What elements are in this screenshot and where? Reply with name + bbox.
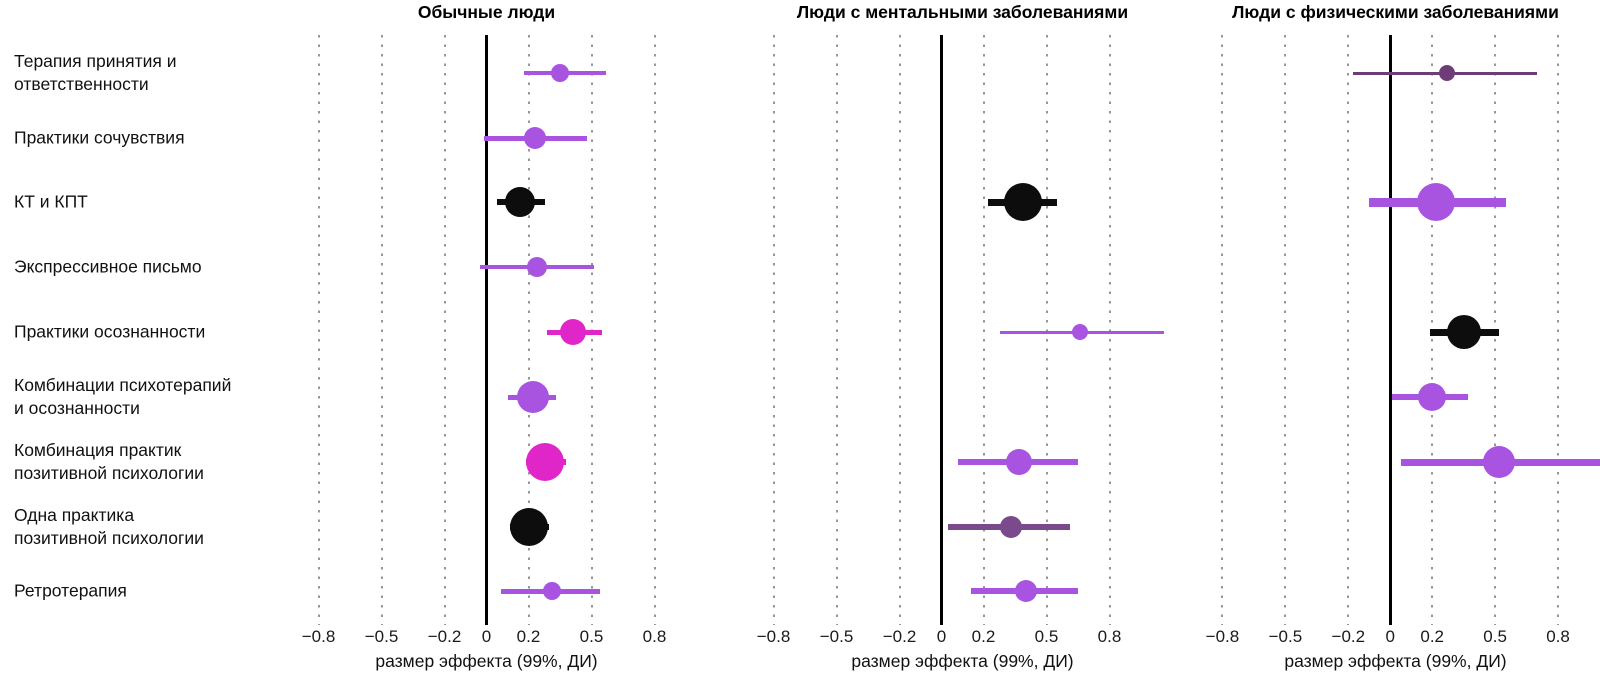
x-tick-label: −0.2 xyxy=(882,627,917,646)
x-tick-label: −0.5 xyxy=(1268,627,1303,646)
x-tick-label: 0.2 xyxy=(971,627,996,646)
x-axis-label: размер эффекта (99%, ДИ) xyxy=(851,651,1074,671)
category-label: КТ и КПТ xyxy=(14,191,88,212)
effect-size-dot xyxy=(1418,383,1447,411)
gridline xyxy=(653,35,656,625)
gridline xyxy=(982,35,985,625)
effect-size-dot xyxy=(505,187,536,217)
category-label: Ретротерапия xyxy=(14,580,127,601)
gridline xyxy=(1347,35,1350,625)
x-tick-label: −0.8 xyxy=(1205,627,1240,646)
effect-size-dot xyxy=(551,64,569,82)
panel-title: Люди с физическими заболеваниями xyxy=(1232,2,1559,22)
gridline xyxy=(1284,35,1287,625)
gridline xyxy=(898,35,901,625)
effect-size-dot xyxy=(1072,324,1089,340)
gridline xyxy=(317,35,320,625)
zero-reference-line xyxy=(940,35,943,625)
x-tick-label: 0.8 xyxy=(642,627,667,646)
gridline xyxy=(835,35,838,625)
x-tick-label: 0.5 xyxy=(1483,627,1507,646)
effect-size-dot xyxy=(559,319,586,345)
x-tick-label: 0.2 xyxy=(1420,627,1445,646)
x-tick-label: −0.2 xyxy=(427,627,462,646)
x-tick-label: 0.8 xyxy=(1546,627,1570,646)
x-tick-label: −0.8 xyxy=(301,627,336,646)
effect-size-dot xyxy=(523,127,546,149)
effect-size-dot xyxy=(509,508,548,546)
category-label: Терапия принятия и ответственности xyxy=(14,51,177,94)
gridline xyxy=(1221,35,1224,625)
category-label: Практики осознанности xyxy=(14,321,206,342)
effect-size-dot xyxy=(526,443,565,481)
x-tick-label: 0 xyxy=(481,627,492,646)
effect-size-dot xyxy=(1438,65,1455,81)
category-label: Комбинации психотерапий и осознанности xyxy=(14,375,232,418)
panel-title: Люди с ментальными заболеваниями xyxy=(796,2,1129,22)
x-tick-label: −0.5 xyxy=(364,627,399,646)
effect-size-dot xyxy=(1006,449,1033,475)
x-tick-label: 0 xyxy=(936,627,947,646)
gridline xyxy=(380,35,383,625)
x-tick-label: 0 xyxy=(1385,627,1395,646)
zero-reference-line xyxy=(1389,35,1392,625)
effect-size-dot xyxy=(1483,446,1516,478)
x-tick-label: 0.8 xyxy=(1097,627,1122,646)
category-label: Экспрессивное письмо xyxy=(14,256,202,277)
effect-size-dot xyxy=(1446,315,1481,349)
gridline xyxy=(1108,35,1111,625)
x-tick-label: −0.2 xyxy=(1331,627,1366,646)
effect-size-dot xyxy=(526,257,547,277)
x-tick-label: −0.5 xyxy=(819,627,854,646)
effect-size-dot xyxy=(1004,183,1043,221)
gridline xyxy=(527,35,530,625)
effect-size-dot xyxy=(999,516,1022,538)
panel-title: Обычные люди xyxy=(417,2,556,22)
zero-reference-line xyxy=(485,35,488,625)
x-tick-label: 0.5 xyxy=(1034,627,1059,646)
effect-size-dot xyxy=(1014,580,1037,602)
category-label: Одна практика позитивной психологии xyxy=(14,505,204,548)
category-label: Комбинация практик позитивной психологии xyxy=(14,440,204,483)
gridline xyxy=(1557,35,1560,625)
x-tick-label: 0.2 xyxy=(516,627,541,646)
x-tick-label: 0.5 xyxy=(579,627,604,646)
x-axis-label: размер эффекта (99%, ДИ) xyxy=(1284,651,1507,671)
category-label: Практики сочувствия xyxy=(14,127,185,148)
effect-size-dot xyxy=(1417,183,1456,221)
gridline xyxy=(772,35,775,625)
gridline xyxy=(443,35,446,625)
gridline xyxy=(1045,35,1048,625)
effect-size-dot xyxy=(516,381,549,413)
x-axis-label: размер эффекта (99%, ДИ) xyxy=(375,651,598,671)
x-tick-label: −0.8 xyxy=(756,627,791,646)
effect-size-dot xyxy=(542,582,561,600)
